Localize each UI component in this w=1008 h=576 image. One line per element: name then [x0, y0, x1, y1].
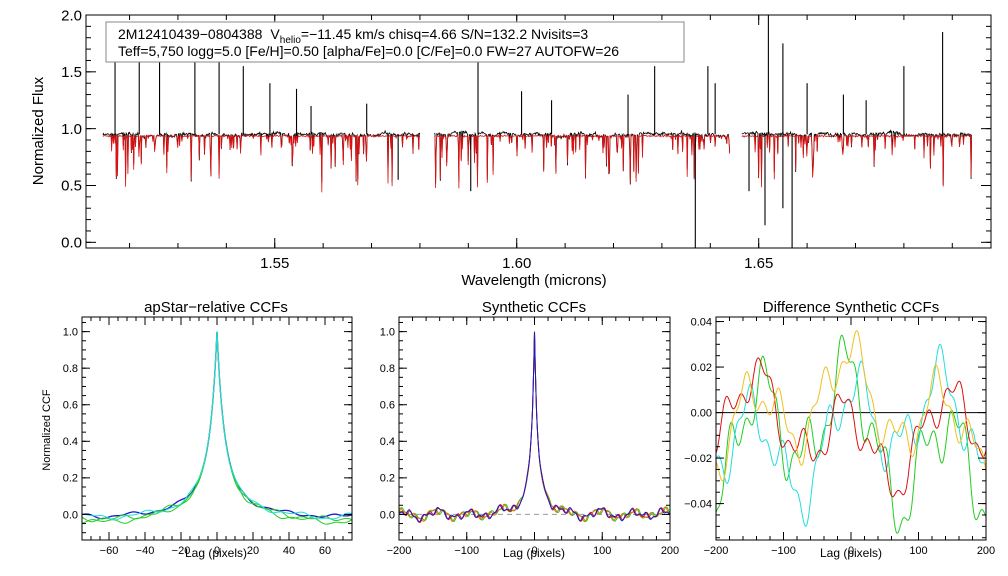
- y-tick-label: 0.0: [380, 509, 395, 521]
- y-tick-label: 0.4: [63, 436, 78, 448]
- x-tick-label: 20: [247, 545, 259, 557]
- apstar-ccf-combined-line: [82, 331, 353, 520]
- synthetic-ccf-axes: −200 −100 0 100 200 0.0 0.2 0.4 0.6 0.8 1.0: [380, 317, 679, 557]
- x-tick-label: 100: [909, 545, 927, 557]
- synthetic-ccf-xlabel: Lag (pixels): [503, 546, 565, 560]
- apstar-ccf-title: apStar−relative CCFs: [144, 299, 288, 316]
- spectrum-ylabel: Normalized Flux: [30, 76, 47, 185]
- apstar-ccf-ylabel: Normalized CCF: [41, 389, 53, 471]
- x-tick-label: 200: [977, 545, 995, 557]
- y-tick-label: 1.0: [380, 326, 395, 338]
- x-tick-label: −200: [704, 545, 729, 557]
- x-tick-label: −200: [387, 545, 412, 557]
- y-tick-label: 1.0: [61, 121, 82, 138]
- y-tick-label: 0.0: [63, 509, 78, 521]
- spectrum-annotation: 2M12410439−0804388 Vhelio=−11.45 km/s chi…: [105, 21, 685, 63]
- apstar-ccf-frame: [81, 316, 353, 541]
- y-tick-label: 0.2: [380, 473, 395, 485]
- x-tick-label: −20: [172, 545, 191, 557]
- y-tick-label: −0.02: [684, 453, 712, 465]
- synthetic-ccf-visit-2-line: [398, 331, 671, 524]
- synthetic-spectrum-chip-2: [434, 133, 731, 189]
- x-tick-label: 60: [319, 545, 331, 557]
- x-tick-label: 40: [283, 545, 295, 557]
- y-tick-label: 0.8: [380, 363, 395, 375]
- synthetic-ccf-visit-1-line: [398, 331, 671, 523]
- apstar-ccf-plot-area: [81, 331, 353, 525]
- annotation-vhelio-sub: helio: [280, 35, 302, 46]
- synthetic-ccf-visit-3-line: [398, 331, 671, 523]
- spectrum-plot-area: [102, 15, 972, 248]
- synthetic-ccf-title: Synthetic CCFs: [482, 299, 586, 316]
- annotation-line-2: Teff=5,750 logg=5.0 [Fe/H]=0.50 [alpha/F…: [118, 43, 619, 59]
- difference-ccf-frame: [715, 316, 987, 541]
- synthetic-ccf-panel: Synthetic CCFs −200 −100 0 100 200 0.0 0.2 0.4 0…: [380, 299, 679, 560]
- difference-ccf-xlabel: Lag (pixels): [820, 546, 882, 560]
- spectrum-panel: 1.55 1.60 1.65 0.0 0.5 1.0 1.5 2.0 Wavelength (…: [30, 7, 992, 289]
- synthetic-ccf-combined-line: [398, 331, 671, 523]
- x-tick-label: 100: [593, 545, 611, 557]
- annotation-line-1: 2M12410439−0804388 Vhelio=−11.45 km/s chi…: [118, 26, 588, 46]
- annotation-vhelio-label: V: [270, 26, 280, 42]
- annotation-box: [105, 21, 685, 63]
- x-tick-label: 1.60: [502, 255, 531, 272]
- synthetic-spectrum-chip-3: [741, 133, 972, 188]
- y-tick-label: 0.6: [380, 400, 395, 412]
- y-tick-label: 2.0: [61, 7, 82, 24]
- apstar-ccf-panel: apStar−relative CCFs −60 −40 −20 0 20 40 60 0.0…: [41, 299, 353, 560]
- spectrum-axes: 1.55 1.60 1.65 0.0 0.5 1.0 1.5 2.0: [61, 7, 991, 272]
- y-tick-label: 0.4: [380, 436, 395, 448]
- difference-ccf-visit-3-line: [715, 357, 987, 498]
- x-tick-label: −100: [771, 545, 796, 557]
- x-tick-label: 1.65: [744, 255, 773, 272]
- x-tick-label: 0: [531, 545, 537, 557]
- x-tick-label: −40: [136, 545, 155, 557]
- y-tick-label: 0.0: [61, 235, 82, 252]
- apstar-ccf-visit-1-line: [81, 331, 353, 523]
- apstar-ccf-visit-3-line: [81, 331, 353, 521]
- difference-ccf-title: Difference Synthetic CCFs: [763, 299, 939, 316]
- apstar-ccf-axes: −60 −40 −20 0 20 40 60 0.0 0.2 0.4 0.6 0.8 1.0: [63, 317, 353, 557]
- annotation-vhelio-value: =−11.45 km/s chisq=4.66 S/N=132.2 Nvisit…: [301, 26, 589, 42]
- observed-spectrum-chip-2: [434, 129, 731, 185]
- difference-ccf-panel: Difference Synthetic CCFs −200 −100 0 100 20…: [684, 299, 995, 560]
- apstar-ccf-visit-2-line: [81, 331, 353, 525]
- y-tick-label: 0.8: [63, 363, 78, 375]
- difference-ccf-plot-area: [715, 330, 987, 534]
- y-tick-label: −0.04: [684, 498, 712, 510]
- x-tick-label: 1.55: [260, 255, 289, 272]
- spectrum-frame: [85, 14, 992, 249]
- x-tick-label: −60: [100, 545, 119, 557]
- x-tick-label: 200: [661, 545, 679, 557]
- y-tick-label: 0.2: [63, 473, 78, 485]
- observed-spectrum-chip-3: [741, 129, 972, 186]
- y-tick-label: 0.04: [691, 316, 712, 328]
- y-tick-label: 0.02: [691, 362, 712, 374]
- y-tick-label: 1.5: [61, 64, 82, 81]
- synthetic-spectrum-chip-1: [102, 133, 421, 193]
- y-tick-label: 0.5: [61, 178, 82, 195]
- synthetic-ccf-plot-area: [398, 331, 671, 524]
- spectrum-xlabel: Wavelength (microns): [461, 272, 606, 289]
- difference-ccf-visit-2-line: [715, 343, 987, 527]
- difference-ccf-axes: −200 −100 0 100 200 −0.04 −0.02 0.00 0.02 0.04: [684, 316, 995, 557]
- difference-ccf-visit-4-line: [715, 330, 987, 482]
- y-tick-label: 1.0: [63, 326, 78, 338]
- apstar-ccf-xlabel: Lag (pixels): [185, 546, 247, 560]
- x-tick-label: −100: [454, 545, 479, 557]
- x-tick-label: 0: [214, 545, 220, 557]
- y-tick-label: 0.6: [63, 400, 78, 412]
- x-tick-label: 0: [848, 545, 854, 557]
- y-tick-label: 0.00: [691, 407, 712, 419]
- difference-ccf-visit-1-line: [715, 334, 987, 534]
- annotation-star-id: 2M12410439−0804388: [118, 26, 263, 42]
